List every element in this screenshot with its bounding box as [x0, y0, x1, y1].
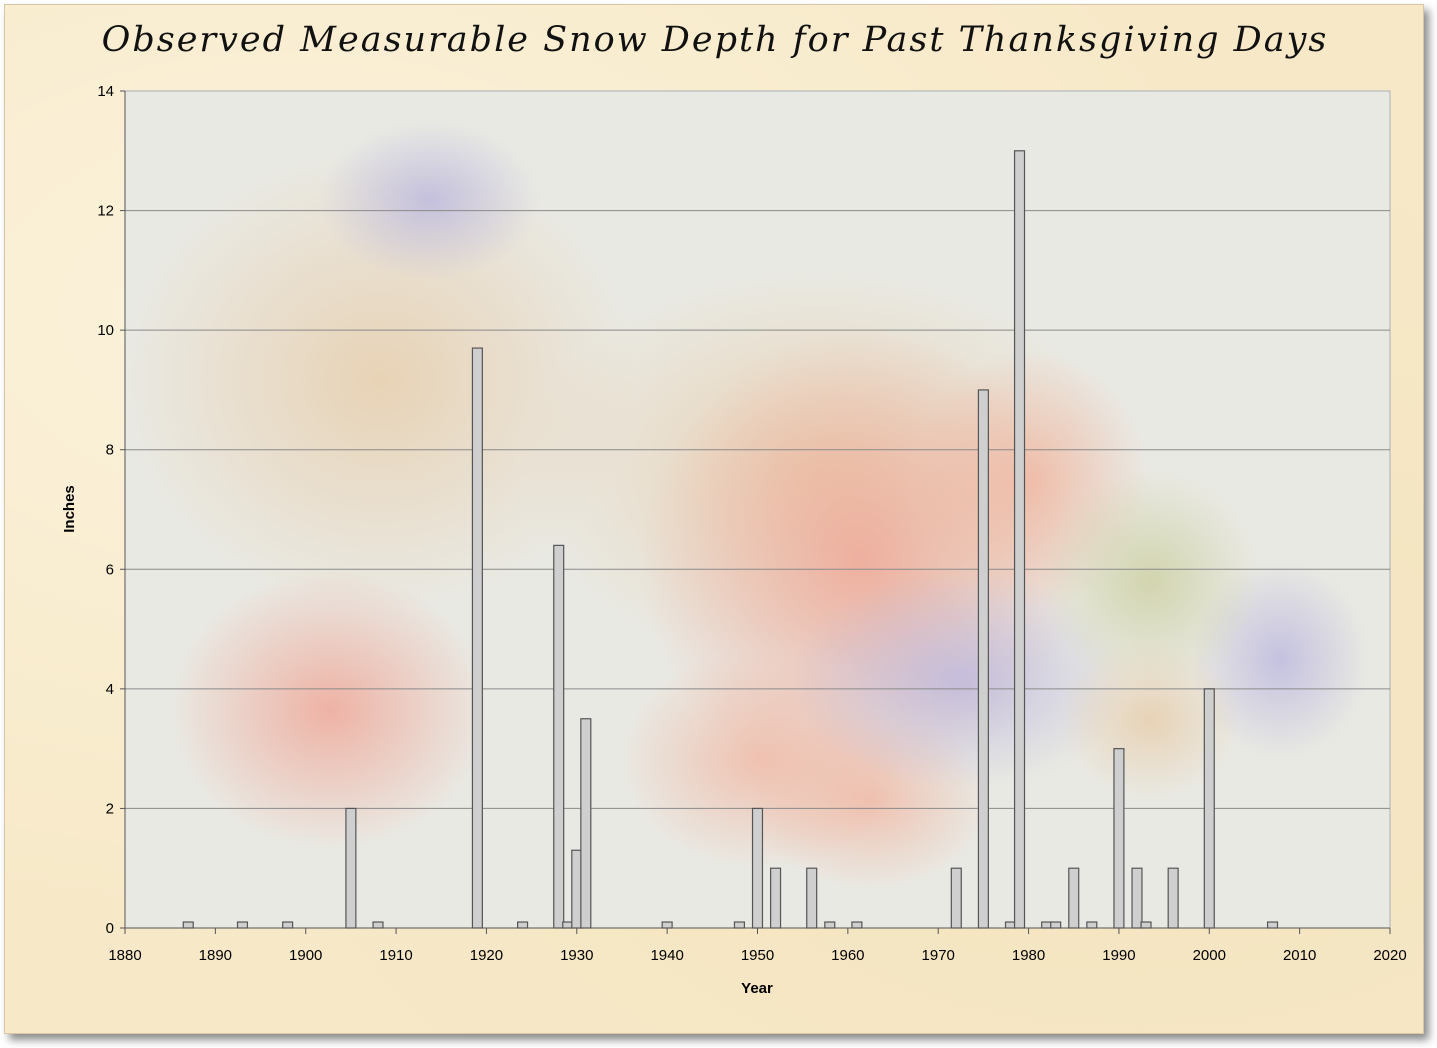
x-tick-label: 1940 — [650, 947, 683, 964]
bar — [1131, 867, 1143, 929]
bar — [1203, 688, 1215, 929]
x-axis-label: Year — [741, 980, 773, 997]
bar — [770, 867, 782, 929]
bar — [851, 921, 863, 929]
bar — [733, 921, 745, 929]
bar — [1086, 921, 1098, 929]
bar — [977, 389, 989, 929]
y-tick-label: 4 — [106, 681, 114, 698]
x-tick-label: 2020 — [1373, 947, 1406, 964]
bar — [182, 921, 194, 929]
x-tick-label: 1890 — [199, 947, 232, 964]
bar — [1167, 867, 1179, 929]
chart-title: Observed Measurable Snow Depth for Past … — [101, 20, 1329, 60]
y-tick-label: 8 — [106, 442, 114, 459]
x-tick-label: 1900 — [289, 947, 322, 964]
x-tick-label: 1920 — [470, 947, 503, 964]
bar — [345, 807, 357, 929]
bar — [517, 921, 529, 929]
x-tick-label: 1910 — [379, 947, 412, 964]
bar — [751, 807, 764, 929]
cornucopia-watermark — [125, 120, 1370, 890]
axes: 0 2 4 6 8 10 12 14 1880 1890 1900 1910 1920 1930 1940 1… — [97, 83, 1406, 964]
x-tick-label: 2010 — [1283, 947, 1316, 964]
x-tick-label: 1930 — [560, 947, 593, 964]
x-tick-label: 2000 — [1193, 947, 1226, 964]
y-tick-label: 10 — [97, 322, 114, 339]
bar — [950, 867, 962, 929]
bar — [824, 921, 836, 929]
bar — [580, 718, 592, 929]
x-tick-label: 1990 — [1102, 947, 1135, 964]
x-tick-label: 1960 — [831, 947, 864, 964]
bar — [1068, 867, 1080, 929]
bar — [282, 921, 294, 929]
bar — [1013, 150, 1026, 929]
bar — [471, 347, 483, 929]
y-tick-label: 14 — [97, 83, 114, 100]
x-tick-label: 1880 — [108, 947, 141, 964]
y-tick-label: 2 — [106, 800, 114, 817]
bar — [1140, 921, 1152, 929]
gridlines — [125, 210, 1390, 809]
y-tick-label: 0 — [106, 920, 114, 937]
x-tick-label: 1970 — [922, 947, 955, 964]
y-axis-label: Inches — [61, 485, 78, 533]
bar — [236, 921, 249, 929]
bar — [372, 921, 384, 929]
y-tick-label: 6 — [106, 561, 114, 578]
bar — [661, 921, 673, 929]
bar — [806, 867, 818, 929]
y-tick-label: 12 — [97, 203, 114, 220]
bar — [1050, 921, 1062, 929]
x-tick-label: 1980 — [1012, 947, 1045, 964]
bar — [1113, 748, 1125, 929]
x-tick-label: 1950 — [741, 947, 774, 964]
bar — [1266, 921, 1279, 929]
bar — [553, 544, 565, 929]
